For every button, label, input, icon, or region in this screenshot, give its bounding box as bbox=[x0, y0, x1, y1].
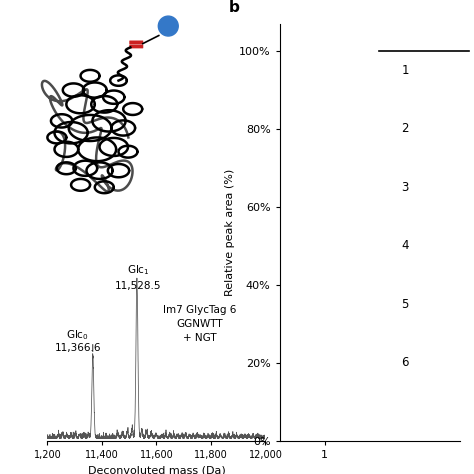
Text: 11,528.5: 11,528.5 bbox=[115, 281, 162, 291]
Y-axis label: Relative peak area (%): Relative peak area (%) bbox=[225, 169, 235, 296]
Text: b: b bbox=[229, 0, 240, 15]
Text: 3: 3 bbox=[401, 181, 409, 194]
Text: 6: 6 bbox=[401, 356, 409, 369]
Text: 5: 5 bbox=[401, 298, 409, 311]
FancyBboxPatch shape bbox=[129, 45, 143, 48]
Text: 11,366.6: 11,366.6 bbox=[55, 343, 101, 353]
Text: Glc$_1$: Glc$_1$ bbox=[127, 263, 150, 277]
Text: 4: 4 bbox=[401, 239, 409, 252]
Text: Glc$_0$: Glc$_0$ bbox=[66, 328, 89, 342]
Circle shape bbox=[158, 16, 178, 36]
FancyBboxPatch shape bbox=[129, 40, 143, 45]
Text: Im7 GlycTag 6
GGNWTT
+ NGT: Im7 GlycTag 6 GGNWTT + NGT bbox=[164, 305, 237, 343]
Text: 2: 2 bbox=[401, 122, 409, 136]
Text: 1: 1 bbox=[401, 64, 409, 77]
X-axis label: Deconvoluted mass (Da): Deconvoluted mass (Da) bbox=[88, 465, 225, 474]
